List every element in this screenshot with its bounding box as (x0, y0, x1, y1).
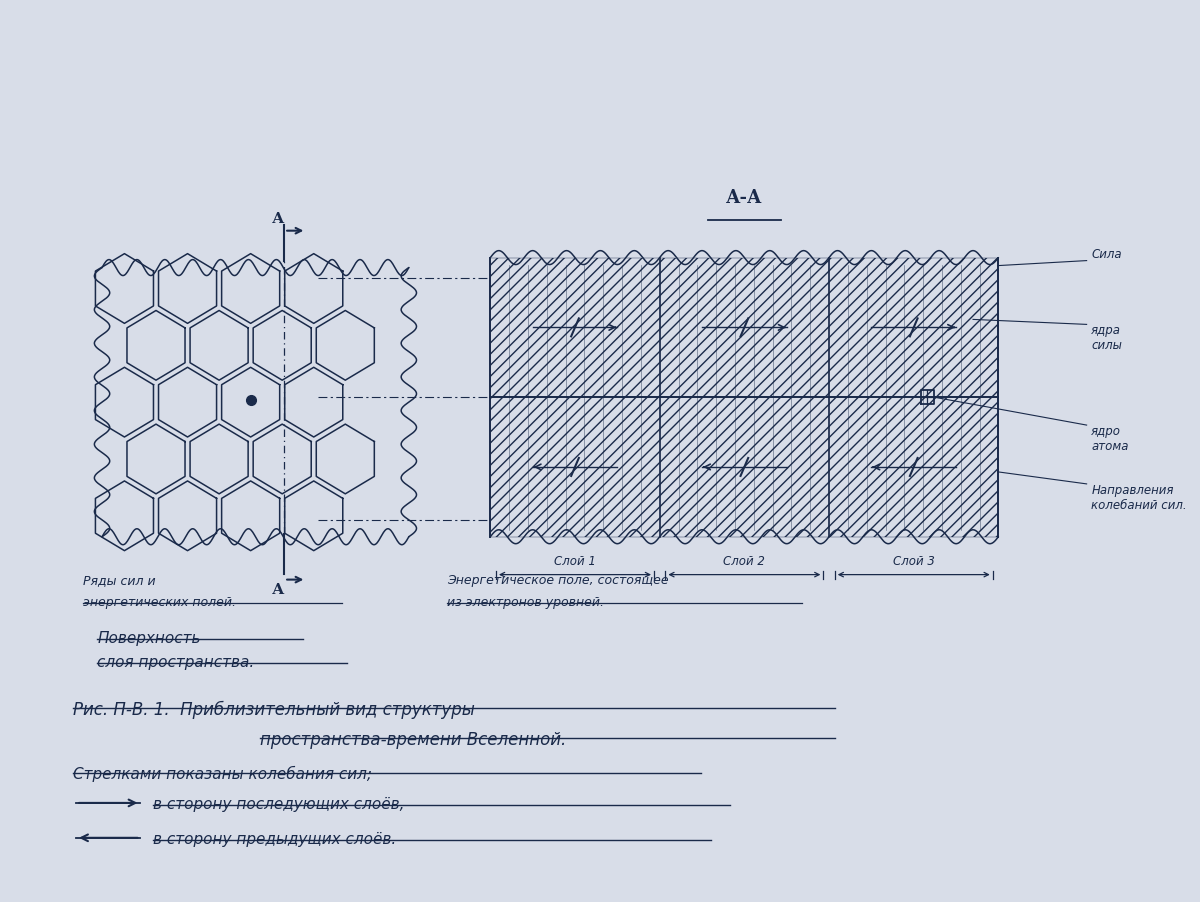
Text: пространства-времени Вселенной.: пространства-времени Вселенной. (260, 732, 566, 750)
Text: в сторону предыдущих слоёв.: в сторону предыдущих слоёв. (152, 832, 396, 847)
Text: ядра
силы: ядра силы (1092, 325, 1122, 353)
Text: энергетических полей.: энергетических полей. (83, 595, 236, 609)
Text: А: А (271, 583, 284, 596)
Text: в сторону последующих слоёв,: в сторону последующих слоёв, (152, 797, 404, 812)
Text: Стрелками показаны колебания сил;: Стрелками показаны колебания сил; (73, 766, 372, 782)
Text: Ряды сил и: Ряды сил и (83, 574, 156, 586)
Text: ядро
атома: ядро атома (1092, 425, 1129, 453)
Text: Поверхность: Поверхность (97, 631, 200, 647)
Text: Энергетическое поле, состоящее: Энергетическое поле, состоящее (448, 574, 668, 586)
Text: Рис. П-В. 1.  Приблизительный вид структуры: Рис. П-В. 1. Приблизительный вид структу… (73, 701, 475, 720)
Text: А: А (271, 212, 284, 226)
Text: Слой 1: Слой 1 (554, 555, 596, 568)
Text: А-А: А-А (726, 189, 763, 207)
Text: Слой 3: Слой 3 (893, 555, 935, 568)
Text: Сила: Сила (1092, 247, 1122, 261)
Text: из электронов уровней.: из электронов уровней. (448, 595, 604, 609)
Text: Слой 2: Слой 2 (724, 555, 766, 568)
Text: Направления
колебаний сил.: Направления колебаний сил. (1092, 483, 1187, 512)
Text: слоя пространства.: слоя пространства. (97, 656, 254, 670)
